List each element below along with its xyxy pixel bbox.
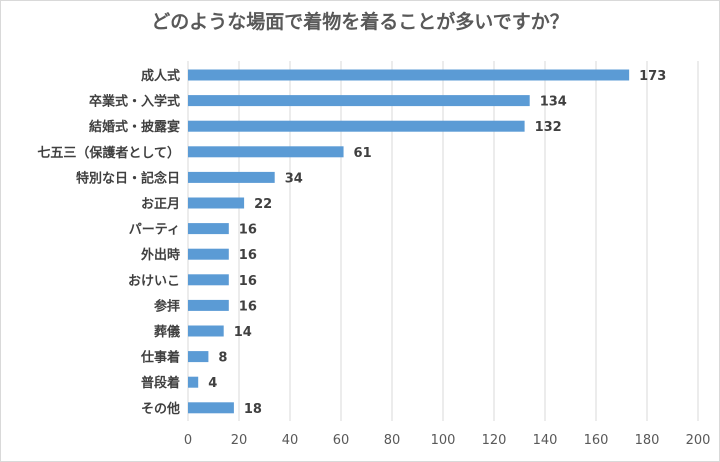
- x-tick-label: 200: [686, 433, 711, 448]
- bar: [188, 120, 525, 132]
- bar: [188, 171, 275, 183]
- data-label: 18: [244, 402, 262, 417]
- category-label: その他: [141, 401, 180, 417]
- x-tick-label: 140: [533, 433, 558, 448]
- bar: [188, 376, 199, 388]
- labels: 0 20 40 60 80 100 120 140 160 180 200 成人式 173 卒業式・入学式…: [37, 68, 710, 448]
- data-label: 132: [535, 120, 562, 135]
- data-label: 8: [218, 351, 227, 366]
- bar: [188, 402, 234, 414]
- bars: [188, 69, 630, 414]
- data-label: 61: [354, 146, 372, 161]
- category-label: 普段着: [141, 375, 180, 391]
- gridlines: [187, 61, 699, 421]
- category-label: 成人式: [141, 68, 180, 84]
- x-tick-label: 180: [635, 433, 660, 448]
- category-label: 結婚式・披露宴: [89, 119, 180, 135]
- category-label: 外出時: [140, 247, 180, 263]
- bar: [188, 223, 229, 235]
- x-tick-label: 120: [482, 433, 507, 448]
- x-tick-label: 0: [184, 433, 192, 448]
- chart-title: どのような場面で着物を着ることが多いですか？: [151, 11, 569, 33]
- category-label: パーティ: [129, 223, 180, 238]
- x-tick-label: 40: [282, 433, 299, 448]
- category-label: 葬儀: [154, 324, 180, 340]
- data-label: 22: [254, 197, 272, 212]
- data-label: 4: [208, 376, 217, 391]
- bar: [188, 351, 209, 363]
- bar: [188, 299, 229, 311]
- category-label: 参拝: [154, 298, 180, 314]
- data-label: 16: [239, 223, 257, 238]
- data-label: 14: [234, 325, 252, 340]
- x-tick-label: 80: [384, 433, 401, 448]
- data-label: 16: [239, 248, 257, 263]
- category-label: 卒業式・入学式: [89, 94, 180, 110]
- x-tick-label: 100: [431, 433, 456, 448]
- x-tick-label: 160: [584, 433, 609, 448]
- data-label: 173: [639, 69, 666, 84]
- category-label: 特別な日・記念日: [76, 170, 180, 186]
- data-label: 34: [285, 171, 303, 186]
- bar: [188, 248, 229, 260]
- data-label: 16: [239, 299, 257, 314]
- x-tick-label: 20: [231, 433, 248, 448]
- bar: [188, 274, 229, 286]
- bar: [188, 95, 530, 107]
- category-label: 七五三（保護者として）: [37, 145, 180, 161]
- category-label: 仕事着: [140, 350, 180, 366]
- data-label: 134: [540, 95, 567, 110]
- category-label: お正月: [141, 197, 180, 212]
- data-label: 16: [239, 274, 257, 289]
- bar: [188, 146, 344, 158]
- x-tick-label: 60: [333, 433, 350, 448]
- bar: [188, 69, 630, 81]
- category-label: おけいこ: [128, 274, 180, 289]
- bar: [188, 197, 245, 209]
- bar: [188, 325, 224, 337]
